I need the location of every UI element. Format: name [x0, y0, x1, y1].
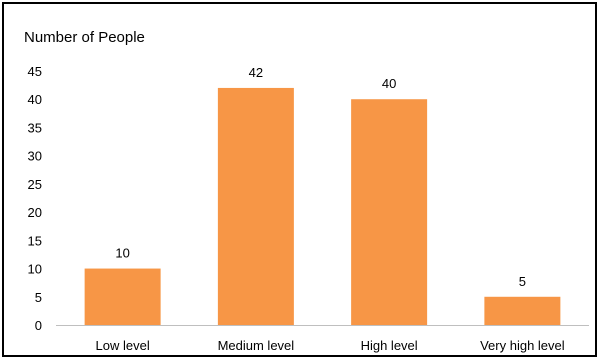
y-tick-label: 45	[28, 64, 42, 79]
y-tick-label: 15	[28, 233, 42, 248]
bar-chart: Number of People 0 5 10 15 20 25 30 35 40 45 10 42…	[24, 29, 589, 353]
y-tick-label: 25	[28, 177, 42, 192]
data-labels: 10 42 40 5	[115, 65, 526, 289]
bar	[351, 99, 428, 325]
x-category-label: Medium level	[218, 338, 295, 353]
y-tick-label: 20	[28, 205, 42, 220]
chart-title: Number of People	[24, 29, 145, 46]
y-tick-label: 30	[28, 149, 42, 164]
x-axis-categories: Low level Medium level High level Very high…	[96, 338, 565, 353]
bars	[84, 87, 561, 325]
data-label: 5	[519, 274, 526, 289]
y-tick-label: 10	[28, 262, 42, 277]
bar	[484, 296, 561, 325]
data-label: 10	[115, 246, 129, 261]
x-category-label: Very high level	[480, 338, 565, 353]
y-tick-label: 35	[28, 120, 42, 135]
data-label: 40	[382, 76, 396, 91]
x-category-label: High level	[361, 338, 418, 353]
y-axis-ticks: 0 5 10 15 20 25 30 35 40 45	[28, 64, 42, 333]
bar	[217, 87, 294, 325]
x-category-label: Low level	[96, 338, 150, 353]
data-label: 42	[249, 65, 263, 80]
y-tick-label: 40	[28, 92, 42, 107]
y-tick-label: 5	[35, 290, 42, 305]
chart-frame: Number of People 0 5 10 15 20 25 30 35 40 45 10 42…	[2, 2, 597, 357]
y-tick-label: 0	[35, 318, 42, 333]
bar	[84, 268, 161, 325]
